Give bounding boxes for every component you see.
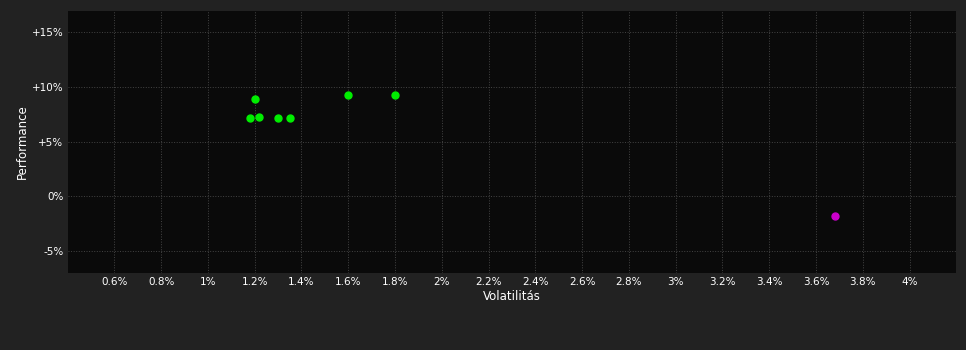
Y-axis label: Performance: Performance [15,104,29,179]
Point [247,96,263,102]
Point [341,92,356,98]
Point [827,214,842,219]
Point [252,114,268,119]
Point [282,115,298,120]
Point [387,92,403,98]
X-axis label: Volatilitás: Volatilitás [483,290,541,303]
Point [242,115,258,120]
Point [270,115,286,120]
